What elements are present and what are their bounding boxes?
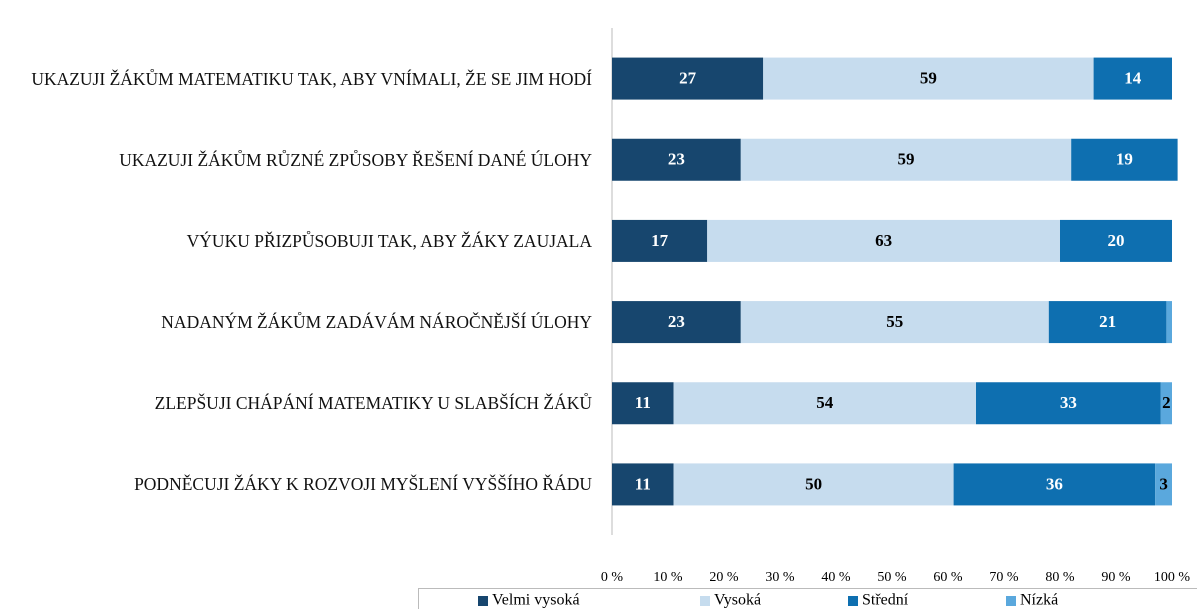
x-tick-label: 20 % <box>709 570 739 585</box>
bar-segment <box>612 219 708 262</box>
data-label: 50 <box>805 474 822 493</box>
bar-segment <box>612 57 764 100</box>
data-label: 17 <box>651 231 669 250</box>
data-label: 11 <box>635 474 651 493</box>
bar-segment <box>1048 301 1167 344</box>
bar-segment <box>1155 463 1172 506</box>
bar-segment <box>1060 219 1172 262</box>
data-label: 54 <box>816 393 834 412</box>
bar-segment <box>763 57 1094 100</box>
legend-label: Vysoká <box>714 592 761 609</box>
bar-segment <box>612 138 741 181</box>
data-label: 23 <box>668 312 685 331</box>
x-tick-label: 60 % <box>933 570 963 585</box>
data-label: 36 <box>1046 474 1063 493</box>
y-tick-label: PODNĚCUJI ŽÁKY K ROZVOJI MYŠLENÍ VYŠŠÍHO… <box>134 474 592 495</box>
x-tick-label: 40 % <box>821 570 851 585</box>
bar-segment <box>1160 382 1172 425</box>
legend-swatch <box>1006 596 1016 606</box>
data-label: 11 <box>635 393 651 412</box>
bar-segment <box>673 382 976 425</box>
data-label: 20 <box>1108 231 1125 250</box>
legend-swatch <box>848 596 858 606</box>
bar-segment <box>612 301 741 344</box>
data-label: 27 <box>679 68 697 87</box>
bar-segment <box>673 463 954 506</box>
x-tick-label: 0 % <box>601 570 624 585</box>
data-label: 21 <box>1099 312 1116 331</box>
x-tick-label: 100 % <box>1154 570 1191 585</box>
data-label: 59 <box>898 150 915 169</box>
data-label: 14 <box>1124 68 1142 87</box>
bar-segment <box>1071 138 1178 181</box>
x-tick-label: 30 % <box>765 570 795 585</box>
legend-label: Nízká <box>1020 592 1058 609</box>
y-tick-label: ZLEPŠUJI CHÁPÁNÍ MATEMATIKY U SLABŠÍCH Ž… <box>154 393 592 414</box>
x-tick-label: 80 % <box>1045 570 1075 585</box>
x-tick-label: 50 % <box>877 570 907 585</box>
bar-segment <box>740 301 1049 344</box>
bar-segment <box>1166 301 1172 344</box>
x-tick-label: 10 % <box>653 570 683 585</box>
bar-segment <box>953 463 1156 506</box>
data-label: 23 <box>668 150 685 169</box>
bar-segment <box>740 138 1072 181</box>
y-tick-label: UKAZUJI ŽÁKŮM RŮZNÉ ZPŮSOBY ŘEŠENÍ DANÉ … <box>119 149 592 170</box>
bar-segment <box>1093 57 1172 100</box>
x-tick-label: 70 % <box>989 570 1019 585</box>
data-label: 63 <box>875 231 892 250</box>
bar-segment <box>612 463 674 506</box>
data-label: 55 <box>886 312 903 331</box>
legend-label: Střední <box>862 592 909 609</box>
bar-segment <box>707 219 1060 262</box>
legend-swatch <box>478 596 488 606</box>
y-tick-label: UKAZUJI ŽÁKŮM MATEMATIKU TAK, ABY VNÍMAL… <box>31 68 592 89</box>
data-label: 2 <box>1162 393 1171 412</box>
data-label: 19 <box>1116 150 1133 169</box>
data-label: 59 <box>920 68 937 87</box>
bar-segment <box>976 382 1161 425</box>
legend-swatch <box>700 596 710 606</box>
y-tick-label: NADANÝM ŽÁKŮM ZADÁVÁM NÁROČNĚJŠÍ ÚLOHY <box>161 312 592 333</box>
data-label: 3 <box>1159 474 1168 493</box>
x-tick-label: 90 % <box>1101 570 1131 585</box>
bar-segment <box>612 382 674 425</box>
y-tick-label: VÝUKU PŘIZPŮSOBUJI TAK, ABY ŽÁKY ZAUJALA <box>186 230 592 251</box>
data-label: 33 <box>1060 393 1077 412</box>
legend-label: Velmi vysoká <box>492 592 580 609</box>
